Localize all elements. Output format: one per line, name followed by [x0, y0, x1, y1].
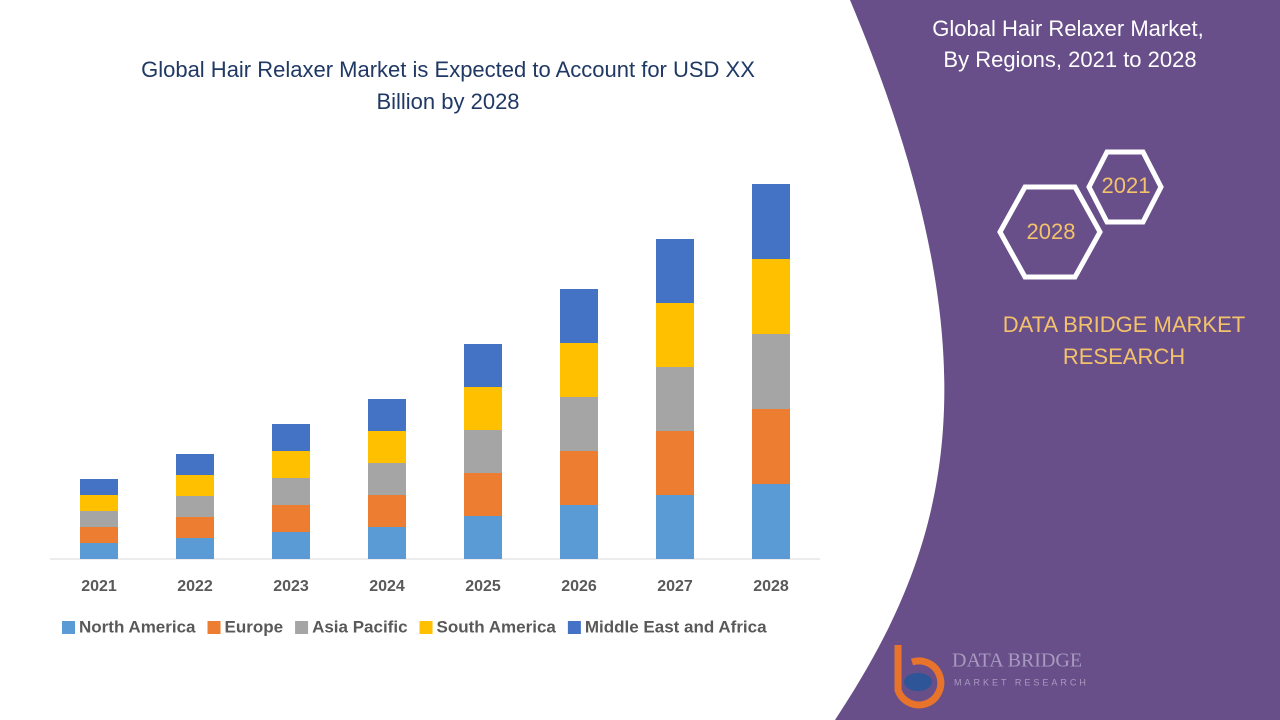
x-tick-label: 2022	[177, 578, 213, 595]
logo: DATA BRIDGE MARKET RESEARCH	[894, 645, 1089, 709]
bar-segment	[272, 478, 310, 505]
logo-text: DATA BRIDGE	[952, 650, 1082, 672]
x-tick-label: 2027	[657, 578, 693, 595]
brand: DATA BRIDGE MARKET	[1003, 312, 1245, 337]
bar-segment	[752, 484, 790, 559]
bar-segment	[560, 505, 598, 559]
legend-swatch	[567, 621, 581, 634]
bar-segment	[560, 451, 598, 505]
bar-segment	[656, 303, 694, 367]
x-tick-label: 2021	[81, 578, 117, 595]
bar-segment	[560, 397, 598, 451]
bar-segment	[560, 289, 598, 343]
bar-segment	[176, 517, 214, 538]
brand: RESEARCH	[1063, 344, 1185, 369]
logo-mark	[904, 673, 932, 691]
bar-segment	[80, 495, 118, 511]
bar-segment	[176, 454, 214, 475]
bar-segment	[656, 239, 694, 303]
legend-swatch	[62, 621, 75, 634]
bar-segment	[80, 543, 118, 559]
bar-segment	[272, 532, 310, 559]
x-tick-label: 2028	[753, 578, 789, 595]
logo-text: MARKET RESEARCH	[954, 677, 1089, 687]
chart-title: Global Hair Relaxer Market is Expected t…	[141, 57, 755, 114]
bar-segment	[752, 259, 790, 334]
bar-segment	[752, 184, 790, 259]
bar-segment	[368, 463, 406, 495]
bar-segment	[656, 367, 694, 431]
panel-title: By Regions, 2021 to 2028	[943, 47, 1196, 72]
logo-mark	[894, 645, 945, 709]
bar-segment	[464, 430, 502, 473]
bar-segment	[656, 495, 694, 559]
bar-segment	[464, 516, 502, 559]
x-tick-label: 2026	[561, 578, 597, 595]
bar-segment	[368, 495, 406, 527]
legend-label: Asia Pacific	[312, 617, 407, 636]
x-tick-label: 2023	[273, 578, 309, 595]
bar-segment	[80, 527, 118, 543]
hex-label: 2021	[1102, 173, 1151, 198]
bar-segment	[368, 431, 406, 463]
bar-segment	[368, 399, 406, 431]
hexagon	[997, 184, 1103, 280]
bar-segment	[752, 409, 790, 484]
legend-swatch	[419, 621, 433, 634]
bar-segment	[464, 473, 502, 516]
x-tick-label: 2024	[369, 578, 405, 595]
legend-swatch	[295, 621, 309, 634]
legend-label: North America	[79, 617, 196, 636]
panel-title: Global Hair Relaxer Market,	[932, 16, 1203, 41]
bar-segment	[272, 424, 310, 451]
bar-segment	[752, 334, 790, 409]
bar-segment	[368, 527, 406, 559]
bar-segment	[272, 505, 310, 532]
bar-segment	[272, 451, 310, 478]
bar-segment	[176, 475, 214, 496]
legend-label: South America	[437, 617, 557, 636]
bar-segment	[80, 511, 118, 527]
legend-swatch	[207, 621, 221, 634]
legend-label: Europe	[225, 617, 284, 636]
x-tick-label: 2025	[465, 578, 501, 595]
bar-segment	[464, 387, 502, 430]
bar-segment	[176, 538, 214, 559]
legend-label: Middle East and Africa	[585, 617, 767, 636]
bar-segment	[560, 343, 598, 397]
bar-segment	[656, 431, 694, 495]
bar-segment	[464, 344, 502, 387]
side-panel	[835, 0, 1280, 720]
hexagon	[1086, 149, 1164, 225]
hex-label: 2028	[1027, 219, 1076, 244]
bar-segment	[176, 496, 214, 517]
bar-segment	[80, 479, 118, 495]
